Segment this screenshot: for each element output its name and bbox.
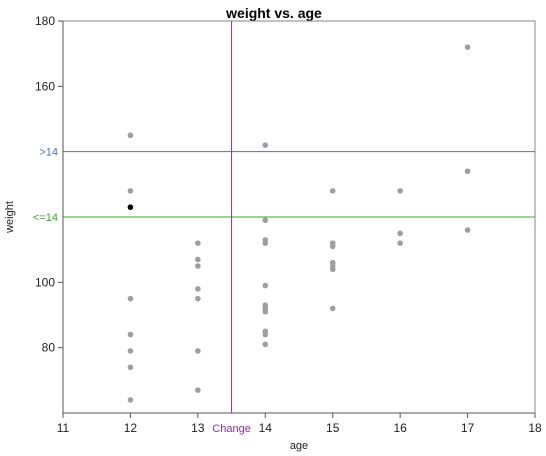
data-point[interactable] xyxy=(127,331,134,338)
data-point[interactable] xyxy=(127,132,134,139)
x-tick-label: 16 xyxy=(393,421,407,435)
data-point[interactable] xyxy=(397,188,403,194)
data-point[interactable] xyxy=(262,240,269,246)
x-tick-label: 15 xyxy=(326,421,340,435)
data-point[interactable] xyxy=(195,295,201,302)
x-tick-label: 11 xyxy=(57,421,70,435)
data-point[interactable] xyxy=(195,286,201,292)
x-tick-label: 17 xyxy=(461,421,475,435)
data-point[interactable] xyxy=(127,397,134,403)
data-point[interactable] xyxy=(397,230,403,237)
data-point[interactable] xyxy=(195,348,201,354)
change-line-label: Change xyxy=(212,423,251,435)
x-tick-label: 14 xyxy=(259,421,273,435)
data-point[interactable] xyxy=(262,142,269,148)
x-axis-label: age xyxy=(290,440,308,452)
data-point[interactable] xyxy=(262,341,269,348)
data-point[interactable] xyxy=(127,188,134,194)
data-point[interactable] xyxy=(397,240,403,246)
data-point[interactable] xyxy=(195,240,201,246)
reference-line-label-1: <=14 xyxy=(33,212,58,224)
y-tick-label: 180 xyxy=(35,14,55,28)
y-tick-label: 100 xyxy=(35,275,55,289)
data-point[interactable] xyxy=(329,305,336,312)
data-points xyxy=(127,44,471,403)
data-point[interactable] xyxy=(127,348,134,354)
data-point[interactable] xyxy=(195,256,201,263)
data-point[interactable] xyxy=(262,308,269,315)
x-tick-label: 13 xyxy=(191,421,205,435)
data-point[interactable] xyxy=(329,188,336,194)
data-point[interactable] xyxy=(127,295,134,302)
y-tick-label: 160 xyxy=(35,79,55,93)
data-point[interactable] xyxy=(329,266,336,273)
data-point[interactable] xyxy=(464,44,471,50)
reference-line-label-0: >14 xyxy=(39,147,58,159)
x-tick-label: 12 xyxy=(124,421,138,435)
data-point[interactable] xyxy=(262,282,269,289)
data-point[interactable] xyxy=(464,227,471,233)
data-point[interactable] xyxy=(262,217,269,224)
y-tick-label: 80 xyxy=(42,341,56,355)
y-axis: 80 100 160 180 xyxy=(35,14,64,413)
data-point[interactable] xyxy=(329,243,336,250)
x-tick-label: 18 xyxy=(528,421,542,435)
data-point[interactable] xyxy=(464,168,471,175)
x-axis: 11 12 13 14 15 16 17 18 xyxy=(57,412,542,435)
reference-lines: >14 <=14 Change xyxy=(33,21,535,435)
y-axis-label: weight xyxy=(4,201,16,234)
data-point[interactable] xyxy=(195,387,201,393)
data-point[interactable] xyxy=(127,364,134,371)
data-point-selected[interactable] xyxy=(127,204,134,210)
data-point[interactable] xyxy=(262,331,269,338)
data-point[interactable] xyxy=(195,263,201,269)
chart-title: weight vs. age xyxy=(225,5,322,21)
